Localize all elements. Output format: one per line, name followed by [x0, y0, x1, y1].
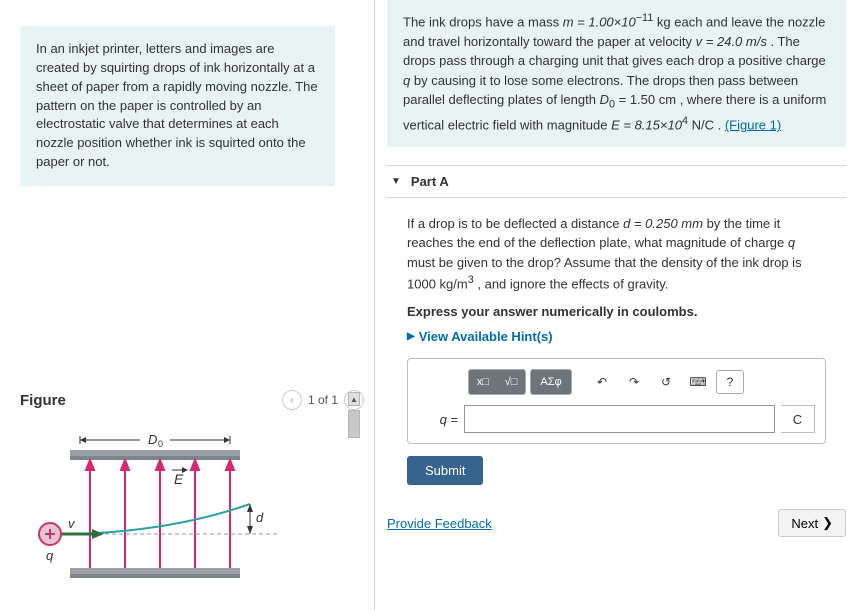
svg-text:q: q: [46, 548, 54, 563]
next-button[interactable]: Next ❯: [778, 509, 846, 537]
intro-text: In an inkjet printer, letters and images…: [36, 41, 318, 169]
hints-toggle[interactable]: ▶ View Available Hint(s): [407, 329, 826, 344]
part-a-question: If a drop is to be deflected a distance …: [407, 214, 826, 294]
collapse-icon: ▼: [391, 176, 401, 187]
problem-statement: The ink drops have a mass m = 1.00×10−11…: [387, 0, 846, 147]
greek-button[interactable]: ΑΣφ: [531, 370, 571, 394]
figure-prev-button[interactable]: ‹: [282, 390, 302, 410]
chevron-right-icon: ❯: [822, 515, 833, 531]
svg-text:d: d: [256, 510, 264, 525]
intro-panel: In an inkjet printer, letters and images…: [20, 26, 335, 186]
answer-instruction: Express your answer numerically in coulo…: [407, 304, 826, 319]
keyboard-button[interactable]: ⌨: [684, 370, 712, 394]
reset-button[interactable]: ↺: [652, 370, 680, 394]
feedback-link[interactable]: Provide Feedback: [387, 516, 492, 531]
answer-panel: x□ √□ ΑΣφ ↶ ↷ ↺ ⌨ ? q = C: [407, 358, 826, 444]
chevron-right-icon: ▶: [407, 331, 415, 342]
part-a-header[interactable]: ▼ Part A: [387, 165, 846, 198]
figure-scroll-up[interactable]: ▲: [348, 392, 360, 406]
svg-text:E: E: [174, 471, 184, 487]
templates-button[interactable]: x□: [469, 370, 497, 394]
svg-text:v: v: [68, 516, 76, 531]
redo-button[interactable]: ↷: [620, 370, 648, 394]
figure-heading: Figure: [20, 392, 66, 409]
help-button[interactable]: ?: [716, 370, 744, 394]
svg-text:0: 0: [158, 439, 163, 449]
part-title: Part A: [411, 174, 449, 189]
submit-button[interactable]: Submit: [407, 456, 483, 485]
sqrt-button[interactable]: √□: [497, 370, 525, 394]
variable-label: q =: [418, 412, 458, 427]
answer-input[interactable]: [464, 405, 775, 433]
figure-scroll-thumb[interactable]: [348, 410, 360, 438]
figure-section: Figure ‹ 1 of 1 › ▲ D 0: [20, 390, 374, 590]
undo-button[interactable]: ↶: [588, 370, 616, 394]
figure-link[interactable]: (Figure 1): [725, 117, 781, 132]
figure-pager-text: 1 of 1: [308, 393, 338, 407]
figure-canvas: ▲ D 0: [20, 430, 360, 590]
unit-label: C: [781, 405, 815, 433]
svg-text:D: D: [148, 432, 157, 447]
